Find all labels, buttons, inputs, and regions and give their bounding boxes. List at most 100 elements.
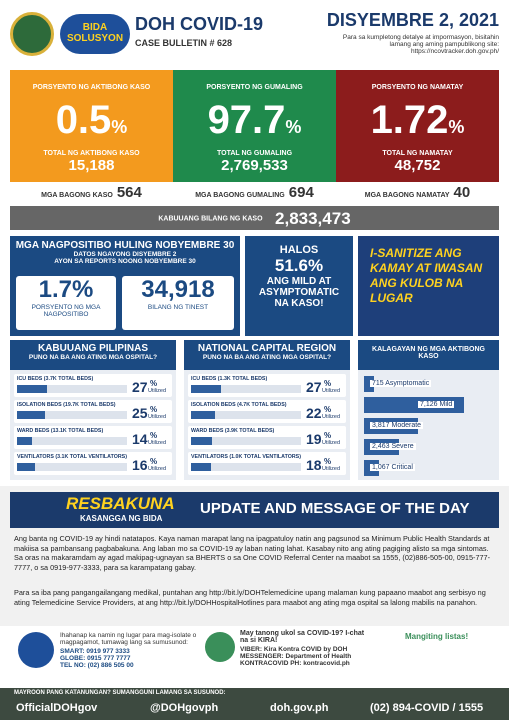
facebook: OfficialDOHgov xyxy=(16,702,98,714)
panel-title: NATIONAL CAPITAL REGION xyxy=(197,343,337,354)
update-p2: Para sa iba pang pangangailangang medika… xyxy=(14,588,486,607)
utilization-bar xyxy=(191,437,212,445)
percent-unit: % xyxy=(111,117,128,137)
testing-sub1: DATOS NGAYONG DISYEMBRE 2 xyxy=(73,251,177,258)
bida-logo: BIDA SOLUSYON xyxy=(60,14,130,54)
utilization-bar xyxy=(17,411,45,419)
row-label: ISOLATION BEDS (4.7K TOTAL BEDS) xyxy=(191,402,287,408)
stat-percent: 0.5% xyxy=(10,97,173,150)
utilization-value: 18 xyxy=(306,457,322,473)
new-label: MGA BAGONG KASO xyxy=(41,192,113,199)
utilized-label: Utilized xyxy=(322,388,341,394)
update: RESBAKUNA KASANGGA NG BIDA UPDATE AND ME… xyxy=(0,486,509,626)
hospital-row: ICU BEDS (3.7K TOTAL BEDS) 27% Utilized xyxy=(14,374,172,397)
utilized-label: Utilized xyxy=(148,388,167,394)
utilization-bar xyxy=(17,463,35,471)
referral-logo xyxy=(18,632,54,668)
utilization-unit: % xyxy=(150,379,158,388)
utilization-unit: % xyxy=(324,405,332,414)
utilized-label: Utilized xyxy=(322,414,341,420)
severity-category: Severe xyxy=(391,443,414,450)
update-title: UPDATE AND MESSAGE OF THE DAY xyxy=(200,500,470,517)
severity-label: 1,067 Critical xyxy=(370,464,415,471)
contact-lines: SMART: 0919 977 3333 GLOBE: 0915 777 7777… xyxy=(60,648,200,669)
total-label: TOTAL NG GUMALING xyxy=(216,150,293,157)
positivity-value: 1.7% xyxy=(38,276,94,303)
utilization-unit: % xyxy=(324,431,332,440)
utilized-label: Utilized xyxy=(148,440,167,446)
total-value: 48,752 xyxy=(394,157,441,174)
stat-label: PORSYENTO NG AKTIBONG KASO xyxy=(32,84,151,91)
banner: I-SANITIZE ANG KAMAY AT IWASAN ANG KULOB… xyxy=(358,236,499,336)
stat-card: PORSYENTO NG NAMATAY 1.72% TOTAL NG NAMATA… xyxy=(336,70,499,182)
percent-value: 1.72 xyxy=(370,98,449,142)
utilized-label: Utilized xyxy=(148,414,167,420)
kira-line: MESSENGER: Department of Health xyxy=(240,653,352,660)
utilization-value: 27 xyxy=(306,379,322,395)
twitter: @DOHgovph xyxy=(150,702,219,714)
note: Para sa kumpletong detalye at impormasyo… xyxy=(329,34,499,55)
mild-text: ANG MILD AT ASYMPTOMATIC NA KASO! xyxy=(258,276,340,309)
new-value: 40 xyxy=(453,184,471,201)
total-value: 2,769,533 xyxy=(221,157,288,174)
total-label: KABUUANG BILANG NG KASO xyxy=(158,215,263,223)
testing-box: MGA NAGPOSITIBO HULING NOBYEMBRE 30 DATO… xyxy=(10,236,240,336)
stat-card: PORSYENTO NG AKTIBONG KASO 0.5% TOTAL NG A… xyxy=(10,70,173,182)
stat-label: PORSYENTO NG GUMALING xyxy=(206,84,303,91)
url: https://ncovtracker.doh.gov.ph/ xyxy=(410,48,499,55)
severity-bar xyxy=(364,376,375,392)
positivity-label: PORSYENTO NG MGA NAGPOSITIBO xyxy=(31,304,101,318)
update-p1: Ang banta ng COVID-19 ay hindi natatapos… xyxy=(14,534,491,572)
update-header xyxy=(10,492,499,528)
row-label: VENTILATORS (1.0K TOTAL VENTILATORS) xyxy=(191,454,301,460)
new-label: MGA BAGONG GUMALING xyxy=(195,192,285,199)
new-value: 564 xyxy=(116,184,142,201)
date: DISYEMBRE 2, 2021 xyxy=(326,10,499,30)
severity-category: Asymptomatic xyxy=(385,380,430,387)
utilization-value: 14 xyxy=(132,431,148,447)
bulletin: CASE BULLETIN # 628 xyxy=(135,38,233,48)
utilization-unit: % xyxy=(324,379,332,388)
severity-value: 7,126 xyxy=(420,401,438,408)
phone: (02) 894-COVID / 1555 xyxy=(370,702,484,714)
hospital-row: VENTILATORS (1.0K TOTAL VENTILATORS) 18% U… xyxy=(188,452,346,475)
tested: 34,918 BILANG NG TINEST xyxy=(122,276,234,330)
severity-category: Critical xyxy=(391,464,413,471)
utilization-unit: % xyxy=(150,405,158,414)
panel-subtitle: PUNO NA BA ANG ATING MGA OSPITAL? xyxy=(28,354,158,361)
utilization-value: 19 xyxy=(306,431,322,447)
positivity: 1.7% PORSYENTO NG MGA NAGPOSITIBO xyxy=(16,276,116,330)
bar-track xyxy=(191,411,301,419)
severity-value: 1,067 xyxy=(372,464,390,471)
severity-label: 2,463 Severe xyxy=(370,443,416,450)
panel-subtitle: PUNO NA BA ANG ATING MGA OSPITAL? xyxy=(202,354,332,361)
severity-value: 3,817 xyxy=(372,422,390,429)
contact: Ihahanap ka namin ng lugar para mag-isol… xyxy=(60,632,200,669)
hospital-row: ICU BEDS (1.3K TOTAL BEDS) 27% Utilized xyxy=(188,374,346,397)
hospital-row: WARD BEDS (3.9K TOTAL BEDS) 19% Utilized xyxy=(188,426,346,449)
hospital-panel: NATIONAL CAPITAL REGION PUNO NA BA ANG AT… xyxy=(184,340,350,480)
utilization-bar xyxy=(191,463,211,471)
new-row: MGA BAGONG NAMATAY 40 xyxy=(336,184,499,202)
mild-box: HALOS 51.6% ANG MILD AT ASYMPTOMATIC NA … xyxy=(245,236,353,336)
utilization-value: 27 xyxy=(132,379,148,395)
total-value: 15,188 xyxy=(68,157,115,174)
bar-track xyxy=(17,463,127,471)
hospital-row: ISOLATION BEDS (19.7K TOTAL BEDS) 25% Util… xyxy=(14,400,172,423)
utilization-value: 22 xyxy=(306,405,322,421)
bar-track xyxy=(17,385,127,393)
utilization-value: 25 xyxy=(132,405,148,421)
percent-unit: % xyxy=(448,117,465,137)
mild-value: 51.6% xyxy=(274,256,324,275)
stat-percent: 97.7% xyxy=(173,97,336,150)
row-label: ICU BEDS (3.7K TOTAL BEDS) xyxy=(17,376,94,382)
utilization-bar xyxy=(191,385,221,393)
severity-category: Mild xyxy=(439,401,453,408)
title: DOH COVID-19 xyxy=(135,14,264,34)
testing-title: MGA NAGPOSITIBO HULING NOBYEMBRE 30 xyxy=(15,240,235,251)
utilized-label: Utilized xyxy=(148,466,167,472)
tested-label: BILANG NG TINEST xyxy=(147,304,209,311)
percent-value: 97.7 xyxy=(207,98,286,142)
severity-label: 7,126 Mild xyxy=(418,401,455,408)
doh-seal xyxy=(10,12,54,56)
